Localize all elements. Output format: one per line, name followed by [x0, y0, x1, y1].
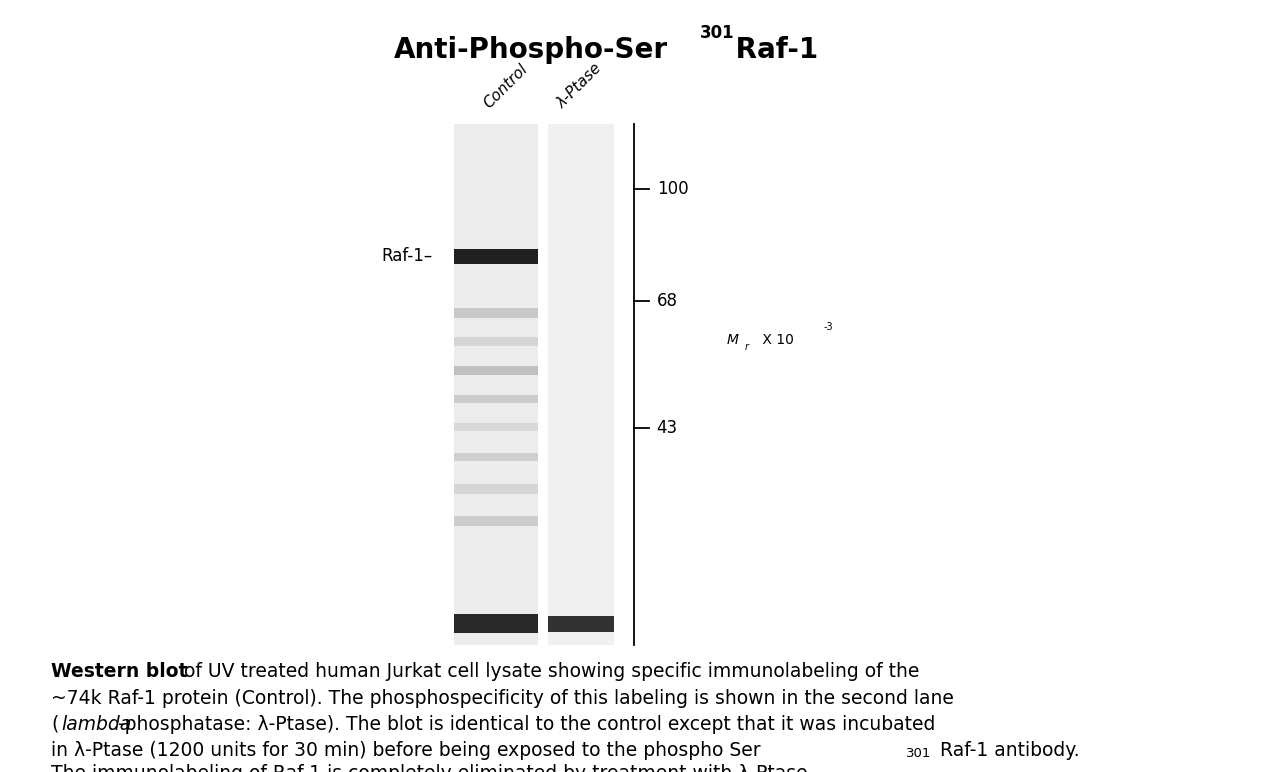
- Text: Raf-1 antibody.: Raf-1 antibody.: [934, 741, 1080, 760]
- Text: r: r: [745, 343, 749, 352]
- Text: in λ-Ptase (1200 units for 30 min) before being exposed to the phospho Ser: in λ-Ptase (1200 units for 30 min) befor…: [51, 741, 760, 760]
- Text: Control: Control: [481, 61, 531, 111]
- Text: lambda: lambda: [61, 715, 132, 734]
- Text: Western blot: Western blot: [51, 662, 188, 682]
- Text: -3: -3: [823, 323, 833, 332]
- Text: 301: 301: [700, 24, 735, 42]
- Text: M: M: [727, 333, 739, 347]
- Bar: [454, 483, 538, 494]
- Text: X 10: X 10: [758, 333, 794, 347]
- Text: 100: 100: [657, 180, 689, 198]
- Text: Raf-1: Raf-1: [726, 36, 818, 64]
- Text: The immunolabeling of Raf-1 is completely eliminated by treatment with λ-Ptase.: The immunolabeling of Raf-1 is completel…: [51, 764, 814, 772]
- Bar: [548, 124, 614, 645]
- Bar: [548, 616, 614, 631]
- Text: Raf-1–: Raf-1–: [381, 247, 433, 266]
- Text: of UV treated human Jurkat cell lysate showing specific immunolabeling of the: of UV treated human Jurkat cell lysate s…: [178, 662, 919, 682]
- Text: 68: 68: [657, 292, 677, 310]
- Text: -phosphatase: λ-Ptase). The blot is identical to the control except that it was : -phosphatase: λ-Ptase). The blot is iden…: [118, 715, 936, 734]
- Text: ~74k Raf-1 protein (Control). The phosphospecificity of this labeling is shown i: ~74k Raf-1 protein (Control). The phosph…: [51, 689, 954, 708]
- Text: 43: 43: [657, 419, 678, 438]
- Bar: [454, 249, 538, 264]
- Bar: [454, 366, 538, 375]
- Bar: [454, 422, 538, 431]
- Bar: [454, 516, 538, 526]
- Bar: [454, 337, 538, 346]
- Bar: [454, 124, 538, 645]
- Bar: [454, 452, 538, 462]
- Text: Anti-Phospho-Ser: Anti-Phospho-Ser: [394, 36, 668, 64]
- Text: 301: 301: [906, 747, 932, 760]
- Bar: [454, 615, 538, 633]
- Text: (: (: [51, 715, 59, 734]
- Bar: [454, 307, 538, 318]
- Text: λ-Ptase: λ-Ptase: [554, 61, 604, 111]
- Bar: [454, 394, 538, 403]
